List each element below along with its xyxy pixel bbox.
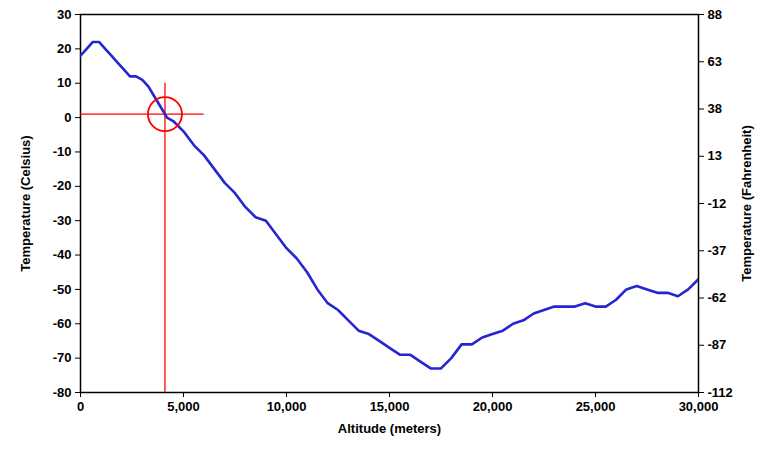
svg-text:20: 20 [57, 41, 71, 56]
svg-text:-60: -60 [53, 316, 72, 331]
svg-text:-40: -40 [53, 247, 72, 262]
svg-text:-20: -20 [53, 178, 72, 193]
svg-text:Temperature (Celsius): Temperature (Celsius) [18, 135, 33, 271]
svg-text:5,000: 5,000 [167, 399, 200, 414]
svg-text:-62: -62 [708, 290, 727, 305]
svg-text:-112: -112 [708, 385, 733, 400]
svg-text:25,000: 25,000 [576, 399, 616, 414]
svg-text:Altitude (meters): Altitude (meters) [338, 421, 441, 436]
svg-text:13: 13 [708, 148, 722, 163]
svg-text:10: 10 [57, 75, 71, 90]
svg-text:63: 63 [708, 54, 722, 69]
svg-text:-37: -37 [708, 243, 727, 258]
svg-text:88: 88 [708, 7, 722, 22]
svg-text:30,000: 30,000 [679, 399, 719, 414]
svg-text:-50: -50 [53, 282, 72, 297]
svg-text:0: 0 [64, 110, 71, 125]
svg-text:Temperature (Fahrenheit): Temperature (Fahrenheit) [739, 125, 754, 282]
svg-text:20,000: 20,000 [473, 399, 513, 414]
svg-text:30: 30 [57, 7, 71, 22]
svg-text:-70: -70 [53, 350, 72, 365]
svg-text:-30: -30 [53, 213, 72, 228]
svg-text:-10: -10 [53, 144, 72, 159]
svg-text:15,000: 15,000 [370, 399, 410, 414]
svg-text:-87: -87 [708, 337, 727, 352]
svg-text:0: 0 [77, 399, 84, 414]
svg-text:38: 38 [708, 101, 722, 116]
svg-text:-12: -12 [708, 196, 727, 211]
svg-text:-80: -80 [53, 385, 72, 400]
svg-text:10,000: 10,000 [267, 399, 307, 414]
